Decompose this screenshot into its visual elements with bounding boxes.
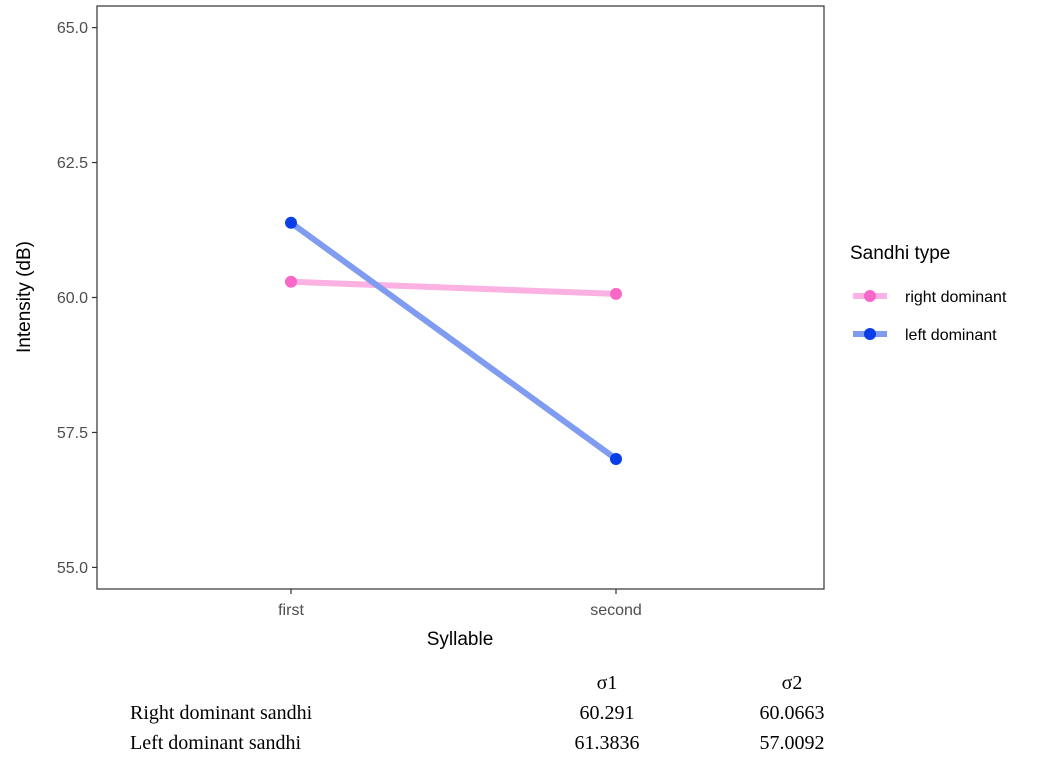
y-tick-label: 62.5 <box>57 155 88 172</box>
table-row: Right dominant sandhi 60.291 60.0663 <box>130 698 892 728</box>
legend-label: right dominant <box>905 289 1007 306</box>
data-point <box>610 287 622 300</box>
table-header-sigma1: σ1 <box>596 672 618 694</box>
x-axis-title: Syllable <box>427 629 494 650</box>
y-tick-label: 55.0 <box>57 560 88 577</box>
values-table: σ1 σ2 Right dominant sandhi 60.291 60.06… <box>130 668 892 758</box>
y-axis-ticks: 55.0 57.5 60.0 62.5 65.0 <box>57 20 97 577</box>
y-tick-label: 60.0 <box>57 290 88 307</box>
table-cell: 60.291 <box>579 702 635 724</box>
series-lines <box>289 220 618 462</box>
table-cell: 60.0663 <box>759 702 825 724</box>
series-line-left-dominant <box>289 220 618 462</box>
plot-panel <box>96 5 825 590</box>
table-row-label: Left dominant sandhi <box>130 732 302 754</box>
table-cell: 61.3836 <box>574 732 640 754</box>
legend-label: left dominant <box>905 327 997 344</box>
y-tick-label: 57.5 <box>57 425 88 442</box>
x-axis-ticks: first second <box>278 589 642 619</box>
series-points <box>285 216 622 465</box>
series-line-right-dominant <box>290 278 617 297</box>
table-header-sigma2: σ2 <box>781 672 803 694</box>
x-tick-label: second <box>590 602 642 619</box>
table-corner <box>130 668 522 698</box>
legend-key-point <box>864 328 876 340</box>
table-row-label: Right dominant sandhi <box>130 702 313 724</box>
data-point <box>610 452 622 465</box>
x-tick-label: first <box>278 602 304 619</box>
line-chart: 55.0 57.5 60.0 62.5 65.0 first second Syllabl… <box>14 5 1007 650</box>
table-header-row: σ1 σ2 <box>130 668 892 698</box>
y-tick-label: 65.0 <box>57 20 88 37</box>
table-row: Left dominant sandhi 61.3836 57.0092 <box>130 728 892 758</box>
legend: Sandhi type right dominant left dominant <box>850 243 1007 344</box>
legend-key-point <box>864 290 876 302</box>
y-axis-title: Intensity (dB) <box>14 241 35 353</box>
data-point <box>285 216 297 229</box>
data-point <box>285 275 297 288</box>
legend-title: Sandhi type <box>850 243 950 264</box>
table-cell: 57.0092 <box>759 732 825 754</box>
